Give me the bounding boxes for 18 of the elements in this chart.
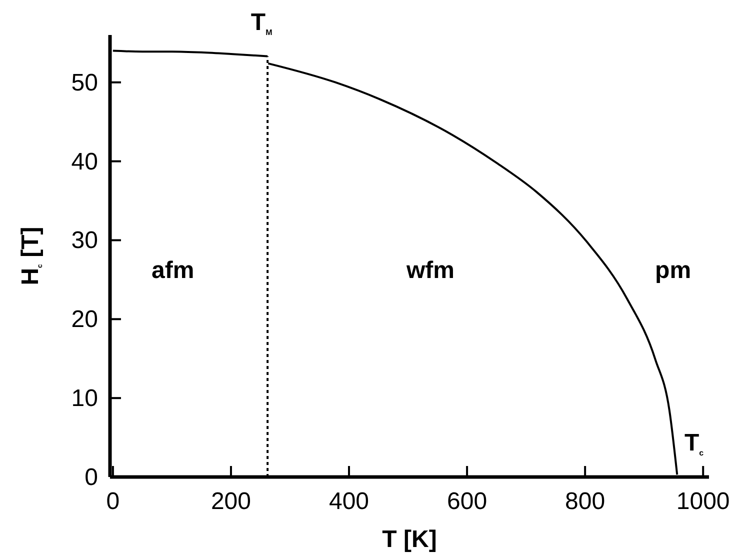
x-tick-label: 1000 xyxy=(676,488,730,515)
x-tick-label: 600 xyxy=(447,488,488,515)
annotation: afm xyxy=(152,257,194,284)
ref-line-label: T$_{M}$ xyxy=(250,9,273,36)
x-tick-label: 0 xyxy=(106,488,120,515)
y-tick-label: 0 xyxy=(84,464,98,491)
annotation: pm xyxy=(655,257,692,284)
x-axis-title: T [K] xyxy=(382,526,437,553)
x-tick-label: 200 xyxy=(210,488,252,515)
x-tick-label: 400 xyxy=(328,488,370,515)
y-tick-label: 10 xyxy=(71,385,98,412)
y-tick-label: 50 xyxy=(71,69,98,96)
x-tick-label: 800 xyxy=(565,488,606,515)
y-tick-label: 20 xyxy=(71,306,98,334)
annotation: wfm xyxy=(405,257,454,284)
y-tick-label: 30 xyxy=(71,227,98,254)
annotation: T$_{c}$ xyxy=(684,429,704,457)
y-tick-label: 40 xyxy=(71,148,98,176)
